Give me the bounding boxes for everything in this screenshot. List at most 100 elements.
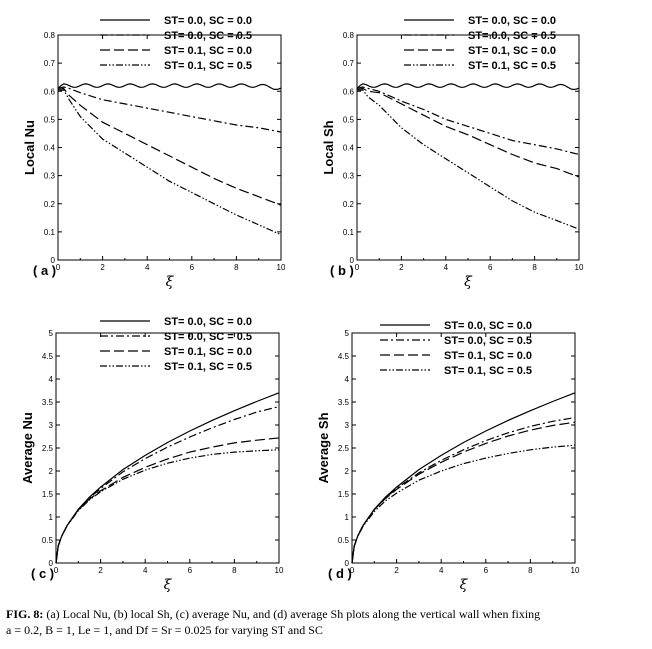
x-tick-label: 8 (532, 263, 537, 272)
legend-entry: ST= 0.0, SC = 0.5 (468, 30, 556, 42)
panel-label: ( b ) (330, 263, 354, 278)
legend-entry: ST= 0.1, SC = 0.5 (164, 361, 252, 373)
series-line-3 (57, 87, 282, 206)
y-tick-label: 2.5 (42, 444, 54, 453)
chart-panel-1: 0 2 4 6 8 10 0 0.1 0.2 0.3 0.4 0.5 0.6 0.7 0.8 Local Nu… (22, 15, 286, 290)
legend-entry: ST= 0.1, SC = 0.5 (444, 365, 532, 377)
legend-entry: ST= 0.1, SC = 0.5 (164, 60, 252, 72)
y-tick-label: 4 (49, 375, 54, 384)
legend-entry: ST= 0.1, SC = 0.0 (164, 346, 252, 358)
y-tick-label: 0.4 (343, 144, 355, 153)
y-tick-label: 3.5 (338, 398, 350, 407)
legend-entry: ST= 0.0, SC = 0.0 (164, 15, 252, 27)
x-axis-label: ξ (464, 274, 473, 290)
y-axis-label: Average Sh (316, 412, 331, 483)
legend-entry: ST= 0.0, SC = 0.0 (444, 320, 532, 332)
x-tick-label: 0 (56, 263, 61, 272)
y-tick-label: 4.5 (42, 352, 54, 361)
x-tick-label: 4 (444, 263, 449, 272)
series-line-3 (351, 421, 576, 564)
x-tick-label: 10 (275, 566, 284, 575)
x-tick-label: 0 (350, 566, 355, 575)
legend-entry: ST= 0.0, SC = 0.5 (164, 30, 252, 42)
legend-entry: ST= 0.1, SC = 0.0 (164, 45, 252, 57)
y-tick-label: 5 (345, 329, 350, 338)
chart-panel-4: 0 2 4 6 8 10 0 0.5 1 1.5 2 2.5 3 3.5 4 4.5 5 Average Sh ξ (… (316, 320, 580, 593)
x-tick-label: 6 (188, 566, 193, 575)
series-line-4 (57, 89, 282, 236)
x-tick-label: 8 (232, 566, 237, 575)
x-tick-label: 2 (100, 263, 105, 272)
x-tick-label: 6 (488, 263, 493, 272)
y-tick-label: 2.5 (338, 444, 350, 453)
series-line-4 (351, 444, 576, 564)
y-tick-label: 1.5 (338, 490, 350, 499)
caption-line2: a = 0.2, B = 1, Le = 1, and Df = Sr = 0.… (6, 623, 323, 637)
x-tick-label: 2 (98, 566, 103, 575)
x-tick-label: 0 (54, 566, 59, 575)
x-tick-label: 4 (143, 566, 148, 575)
caption-label: FIG. 8: (6, 607, 44, 621)
x-tick-label: 6 (484, 566, 489, 575)
y-tick-label: 2 (49, 467, 54, 476)
series-line-4 (55, 449, 280, 564)
x-tick-label: 8 (234, 263, 239, 272)
y-tick-label: 3 (49, 421, 54, 430)
legend-entry: ST= 0.1, SC = 0.0 (444, 350, 532, 362)
series-line-1 (351, 392, 576, 564)
y-tick-label: 0 (51, 256, 56, 265)
series-line-2 (356, 86, 580, 156)
series-line-2 (55, 406, 280, 564)
panel-label: ( a ) (33, 263, 56, 278)
y-tick-label: 0.6 (343, 87, 355, 96)
x-axis-label: ξ (166, 274, 175, 290)
y-tick-label: 0.5 (44, 115, 56, 124)
y-axis-label: Local Sh (321, 120, 336, 174)
y-tick-label: 0.2 (343, 200, 355, 209)
chart-panel-2: 0 2 4 6 8 10 0 0.1 0.2 0.3 0.4 0.5 0.6 0.7 0.8 Local Sh… (321, 15, 584, 290)
y-tick-label: 1 (49, 513, 54, 522)
y-tick-label: 0.3 (44, 172, 56, 181)
series-line-1 (57, 83, 282, 90)
y-tick-label: 0 (49, 559, 54, 568)
legend-entry: ST= 0.0, SC = 0.0 (164, 316, 252, 328)
y-tick-label: 4.5 (338, 352, 350, 361)
y-axis-label: Average Nu (20, 412, 35, 484)
legend: ST= 0.0, SC = 0.0 ST= 0.0, SC = 0.5 ST= 0.… (100, 15, 252, 72)
y-tick-label: 0.3 (343, 172, 355, 181)
x-axis-label: ξ (460, 577, 469, 593)
legend: ST= 0.0, SC = 0.0 ST= 0.0, SC = 0.5 ST= 0.… (404, 15, 556, 72)
y-tick-label: 0.5 (338, 536, 350, 545)
y-tick-label: 0.7 (44, 59, 56, 68)
y-axis-label: Local Nu (22, 120, 37, 175)
legend: ST= 0.0, SC = 0.0 ST= 0.0, SC = 0.5 ST= 0.… (100, 316, 252, 373)
x-tick-label: 0 (355, 263, 360, 272)
chart-panel-3: 0 2 4 6 8 10 0 0.5 1 1.5 2 2.5 3 3.5 4 4.5 5 Average Nu ξ (… (20, 316, 284, 593)
series-line-4 (356, 89, 580, 230)
legend-entry: ST= 0.1, SC = 0.0 (468, 45, 556, 57)
x-tick-label: 10 (571, 566, 580, 575)
y-tick-label: 1.5 (42, 490, 54, 499)
series-line-1 (55, 392, 280, 564)
y-tick-label: 0.1 (343, 228, 355, 237)
figure-caption: FIG. 8: (a) Local Nu, (b) local Sh, (c) … (6, 606, 646, 638)
y-tick-label: 3.5 (42, 398, 54, 407)
series-line-2 (351, 417, 576, 564)
legend: ST= 0.0, SC = 0.0 ST= 0.0, SC = 0.5 ST= 0.… (380, 320, 532, 377)
y-tick-label: 0 (345, 559, 350, 568)
legend-entry: ST= 0.0, SC = 0.0 (468, 15, 556, 27)
y-tick-label: 0.1 (44, 228, 56, 237)
y-tick-label: 0 (350, 256, 355, 265)
x-axis-label: ξ (164, 577, 173, 593)
y-tick-label: 5 (49, 329, 54, 338)
y-tick-label: 0.6 (44, 87, 56, 96)
caption-text: (a) Local Nu, (b) local Sh, (c) average … (46, 607, 541, 621)
y-tick-label: 0.5 (42, 536, 54, 545)
panel-label: ( d ) (328, 566, 352, 581)
y-tick-label: 0.4 (44, 144, 56, 153)
series-line-3 (356, 87, 580, 178)
x-tick-label: 2 (399, 263, 404, 272)
y-tick-label: 4 (345, 375, 350, 384)
y-tick-label: 0.2 (44, 200, 56, 209)
panel-label: ( c ) (31, 566, 54, 581)
